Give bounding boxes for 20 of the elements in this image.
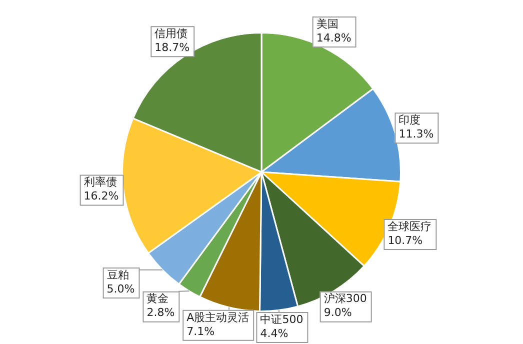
data-label: 5.0% — [106, 282, 135, 296]
data-label: 4.4% — [260, 326, 288, 340]
data-label: 14.8% — [316, 31, 352, 44]
slice-label: 美国 — [316, 17, 338, 30]
slice-label: 全球医疗 — [388, 220, 432, 233]
slice-label: A股主动灵活 — [186, 310, 250, 324]
data-label: 10.7% — [388, 234, 423, 247]
slice-label: 印度 — [398, 114, 421, 127]
data-label: 11.3% — [398, 128, 434, 141]
data-label: 2.8% — [146, 306, 175, 320]
data-label: 9.0% — [324, 306, 352, 320]
data-label: 16.2% — [84, 190, 119, 203]
slice-label: 豆粕 — [106, 268, 129, 282]
data-label: 7.1% — [186, 324, 215, 338]
slice-label: 黄金 — [146, 292, 169, 306]
data-label: 18.7% — [154, 40, 190, 54]
slice-label: 利率债 — [84, 176, 117, 189]
slice-label: 信用债 — [154, 26, 188, 40]
slice-label: 中证500 — [260, 312, 304, 326]
slice-label: 沪深300 — [324, 292, 367, 306]
